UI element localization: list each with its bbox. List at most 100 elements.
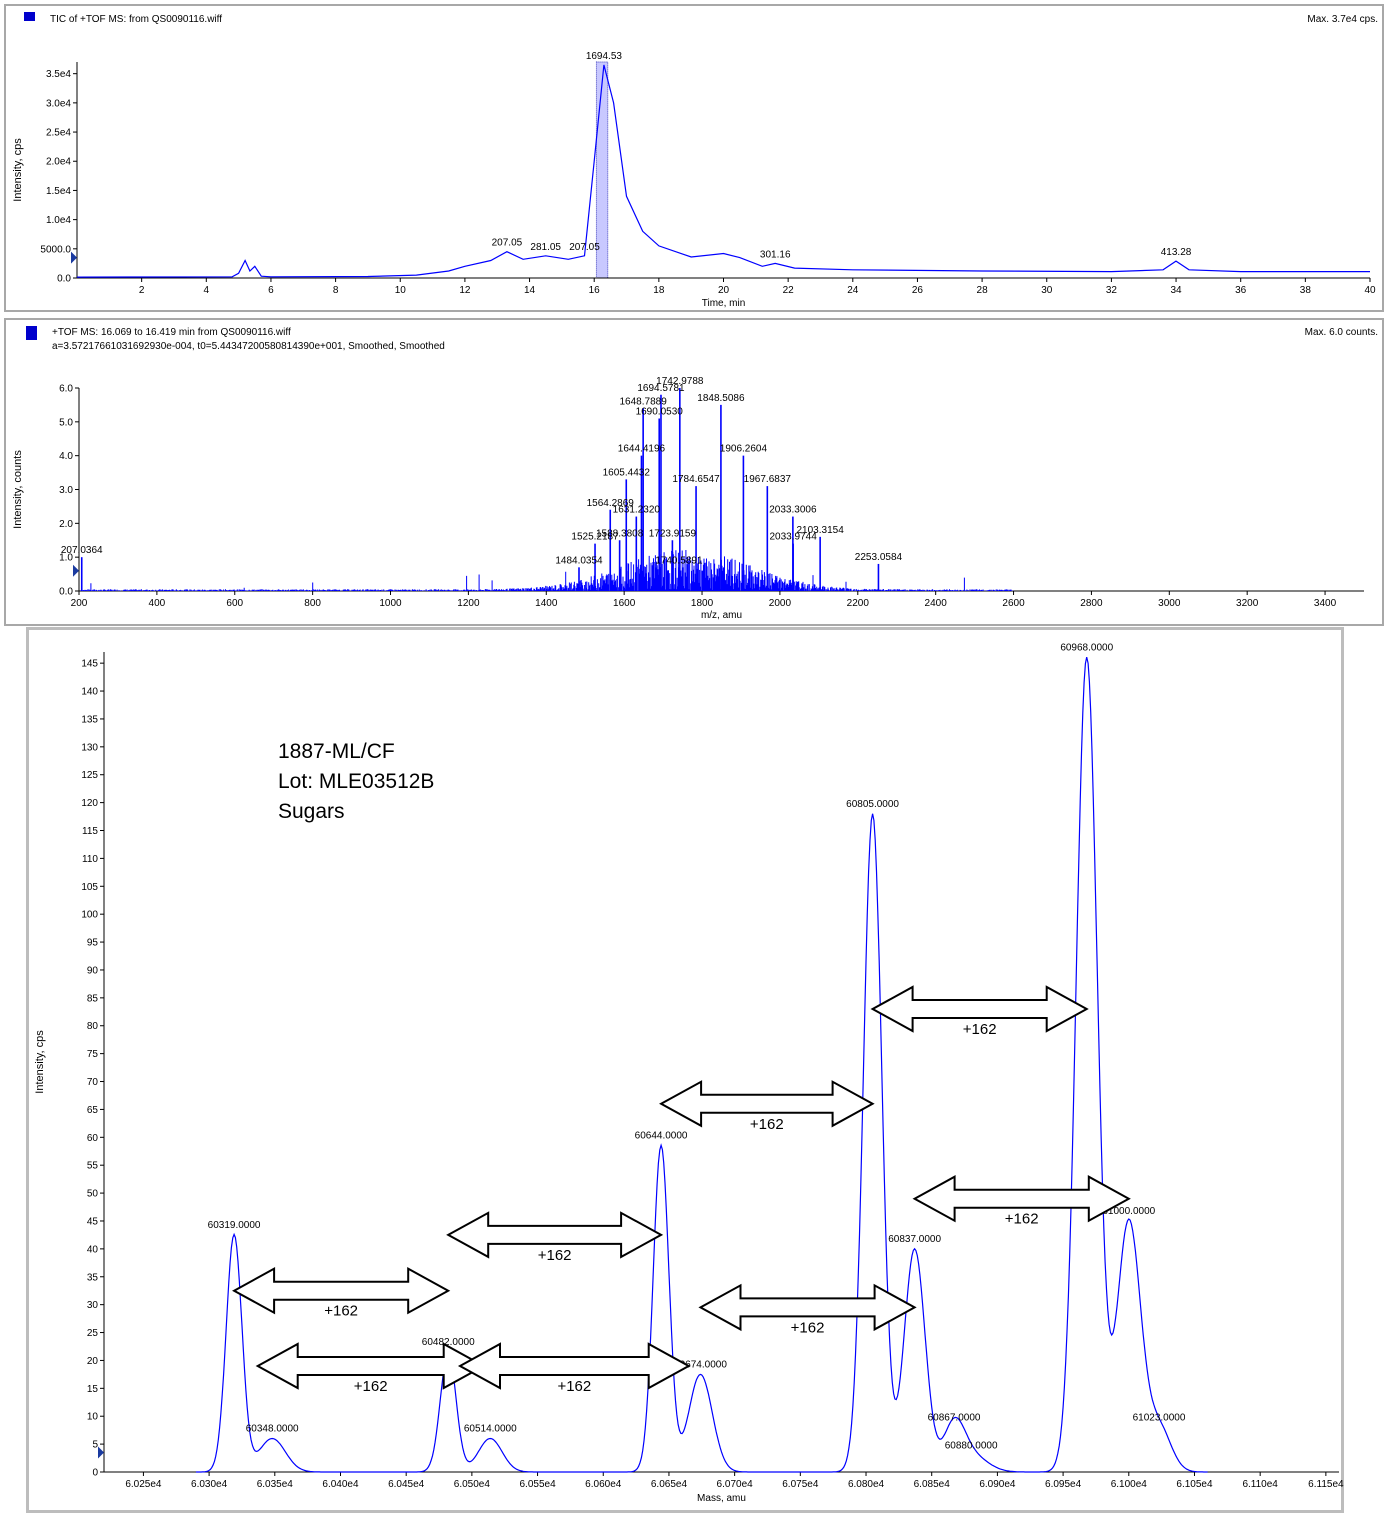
x-tick-label: 18 bbox=[653, 285, 665, 296]
deconvolution-panel: 1887-ML/CF Lot: MLE03512B Sugars 0 5 10 15 2… bbox=[26, 627, 1344, 1513]
peak-label: 301.16 bbox=[760, 249, 791, 260]
sample-name: 1887-ML/CF bbox=[278, 740, 395, 763]
x-tick-label: 26 bbox=[912, 285, 924, 296]
baseline-marker bbox=[71, 251, 77, 264]
x-tick-label: 10 bbox=[395, 285, 407, 296]
y-tick-label: 65 bbox=[87, 1105, 99, 1116]
y-tick-label: 0 bbox=[92, 1468, 98, 1479]
peak-label: 1588.3808 bbox=[596, 528, 644, 539]
y-tick-label: 55 bbox=[87, 1161, 99, 1172]
arrow-label: +162 bbox=[963, 1021, 997, 1038]
y-tick-label: 3.5e4 bbox=[46, 69, 71, 80]
y-tick-label: 5 bbox=[92, 1440, 98, 1451]
x-tick-label: 34 bbox=[1170, 285, 1182, 296]
y-tick-label: 5000.0 bbox=[40, 244, 71, 255]
tic-chart: 0.0 5000.0 1.0e4 1.5e4 2.0e4 2.5e4 3.0e4 3.5e4 2… bbox=[12, 51, 1376, 309]
x-tick-label: 2000 bbox=[769, 598, 792, 609]
y-tick-label: 1.5e4 bbox=[46, 186, 71, 197]
y-tick-label: 80 bbox=[87, 1021, 99, 1032]
x-tick-label: 6.035e4 bbox=[257, 1479, 294, 1490]
double-arrow bbox=[659, 1080, 875, 1128]
peak-label: 60880.0000 bbox=[945, 1440, 998, 1451]
x-tick-label: 6.025e4 bbox=[125, 1479, 162, 1490]
x-tick-label: 16 bbox=[589, 285, 601, 296]
arrow-label: +162 bbox=[750, 1116, 784, 1133]
x-tick-label: 2400 bbox=[925, 598, 948, 609]
peak-label: 61000.0000 bbox=[1102, 1206, 1155, 1217]
peak-label: 60968.0000 bbox=[1060, 643, 1113, 654]
y-tick-label: 35 bbox=[87, 1272, 99, 1283]
x-tick-label: 6.040e4 bbox=[322, 1479, 359, 1490]
x-tick-label: 2800 bbox=[1080, 598, 1103, 609]
baseline-marker bbox=[73, 564, 79, 577]
y-tick-label: 120 bbox=[81, 798, 98, 809]
y-tick-label: 30 bbox=[87, 1300, 99, 1311]
x-tick-label: 24 bbox=[847, 285, 859, 296]
x-axis-label: Time, min bbox=[702, 298, 746, 309]
x-tick-label: 6.095e4 bbox=[1045, 1479, 1082, 1490]
peak-label: 2033.9744 bbox=[769, 532, 817, 543]
tic-max-label: Max. 3.7e4 cps. bbox=[1307, 14, 1378, 25]
arrow-label: +162 bbox=[538, 1247, 572, 1264]
peak-label: 1644.4196 bbox=[618, 444, 666, 455]
peak-label: 1484.0354 bbox=[555, 555, 603, 566]
tic-panel: TIC of +TOF MS: from QS0090116.wiff Max.… bbox=[4, 4, 1384, 312]
ms-panel: +TOF MS: 16.069 to 16.419 min from QS009… bbox=[4, 318, 1384, 626]
y-tick-label: 60 bbox=[87, 1133, 99, 1144]
x-tick-label: 20 bbox=[718, 285, 730, 296]
ms-subtitle: a=3.57217661031692930e-004, t0=5.4434720… bbox=[52, 341, 445, 352]
x-tick-label: 6.105e4 bbox=[1176, 1479, 1213, 1490]
baseline-marker bbox=[98, 1446, 104, 1459]
y-tick-label: 25 bbox=[87, 1328, 99, 1339]
y-tick-label: 2.5e4 bbox=[46, 128, 71, 139]
double-arrow bbox=[446, 1211, 664, 1259]
y-tick-label: 70 bbox=[87, 1077, 99, 1088]
arrow-label: +162 bbox=[354, 1378, 388, 1395]
x-tick-label: 6.100e4 bbox=[1111, 1479, 1148, 1490]
x-tick-label: 6.110e4 bbox=[1242, 1479, 1278, 1490]
x-tick-label: 14 bbox=[524, 285, 536, 296]
x-tick-label: 32 bbox=[1106, 285, 1118, 296]
y-tick-label: 5.0 bbox=[59, 417, 73, 428]
x-axis-label: m/z, amu bbox=[701, 610, 742, 621]
deconvoluted-trace bbox=[196, 656, 1208, 1473]
y-tick-label: 95 bbox=[87, 938, 99, 949]
double-arrow bbox=[912, 1175, 1131, 1223]
x-tick-label: 6.060e4 bbox=[585, 1479, 622, 1490]
peak-label: 60644.0000 bbox=[635, 1131, 688, 1142]
peak-label: 60805.0000 bbox=[846, 799, 899, 810]
x-tick-label: 6 bbox=[268, 285, 274, 296]
x-tick-label: 1000 bbox=[379, 598, 402, 609]
peak-label: 1605.4432 bbox=[603, 467, 651, 478]
peak-label: 61023.0000 bbox=[1133, 1412, 1186, 1423]
peak-label: 1648.7889 bbox=[620, 396, 668, 407]
peak-label: 1784.6547 bbox=[672, 474, 720, 485]
x-tick-label: 6.080e4 bbox=[848, 1479, 885, 1490]
x-tick-label: 800 bbox=[304, 598, 321, 609]
x-tick-label: 6.090e4 bbox=[979, 1479, 1016, 1490]
peak-label: 60348.0000 bbox=[246, 1424, 299, 1435]
y-tick-label: 100 bbox=[81, 910, 98, 921]
arrow-label: +162 bbox=[1005, 1211, 1039, 1228]
peak-label: 1723.9159 bbox=[649, 528, 697, 539]
x-tick-label: 2 bbox=[139, 285, 145, 296]
x-tick-label: 1600 bbox=[613, 598, 636, 609]
x-tick-label: 1400 bbox=[535, 598, 558, 609]
y-tick-label: 90 bbox=[87, 965, 99, 976]
y-tick-label: 6.0 bbox=[59, 384, 73, 395]
y-tick-label: 1.0e4 bbox=[46, 215, 71, 226]
y-tick-label: 125 bbox=[81, 770, 98, 781]
peak-label: 1848.5086 bbox=[697, 393, 745, 404]
x-tick-label: 22 bbox=[783, 285, 795, 296]
x-tick-label: 1200 bbox=[457, 598, 480, 609]
y-tick-label: 1.0 bbox=[59, 553, 73, 564]
y-tick-label: 0.0 bbox=[57, 274, 71, 285]
x-tick-label: 38 bbox=[1300, 285, 1312, 296]
x-tick-label: 36 bbox=[1235, 285, 1247, 296]
peak-label: 1525.2187 bbox=[571, 532, 619, 543]
legend-color-swatch bbox=[26, 326, 37, 340]
sample-lot: Lot: MLE03512B bbox=[278, 770, 435, 793]
x-tick-label: 6.075e4 bbox=[782, 1479, 819, 1490]
x-tick-label: 3200 bbox=[1236, 598, 1259, 609]
x-tick-label: 3000 bbox=[1158, 598, 1181, 609]
